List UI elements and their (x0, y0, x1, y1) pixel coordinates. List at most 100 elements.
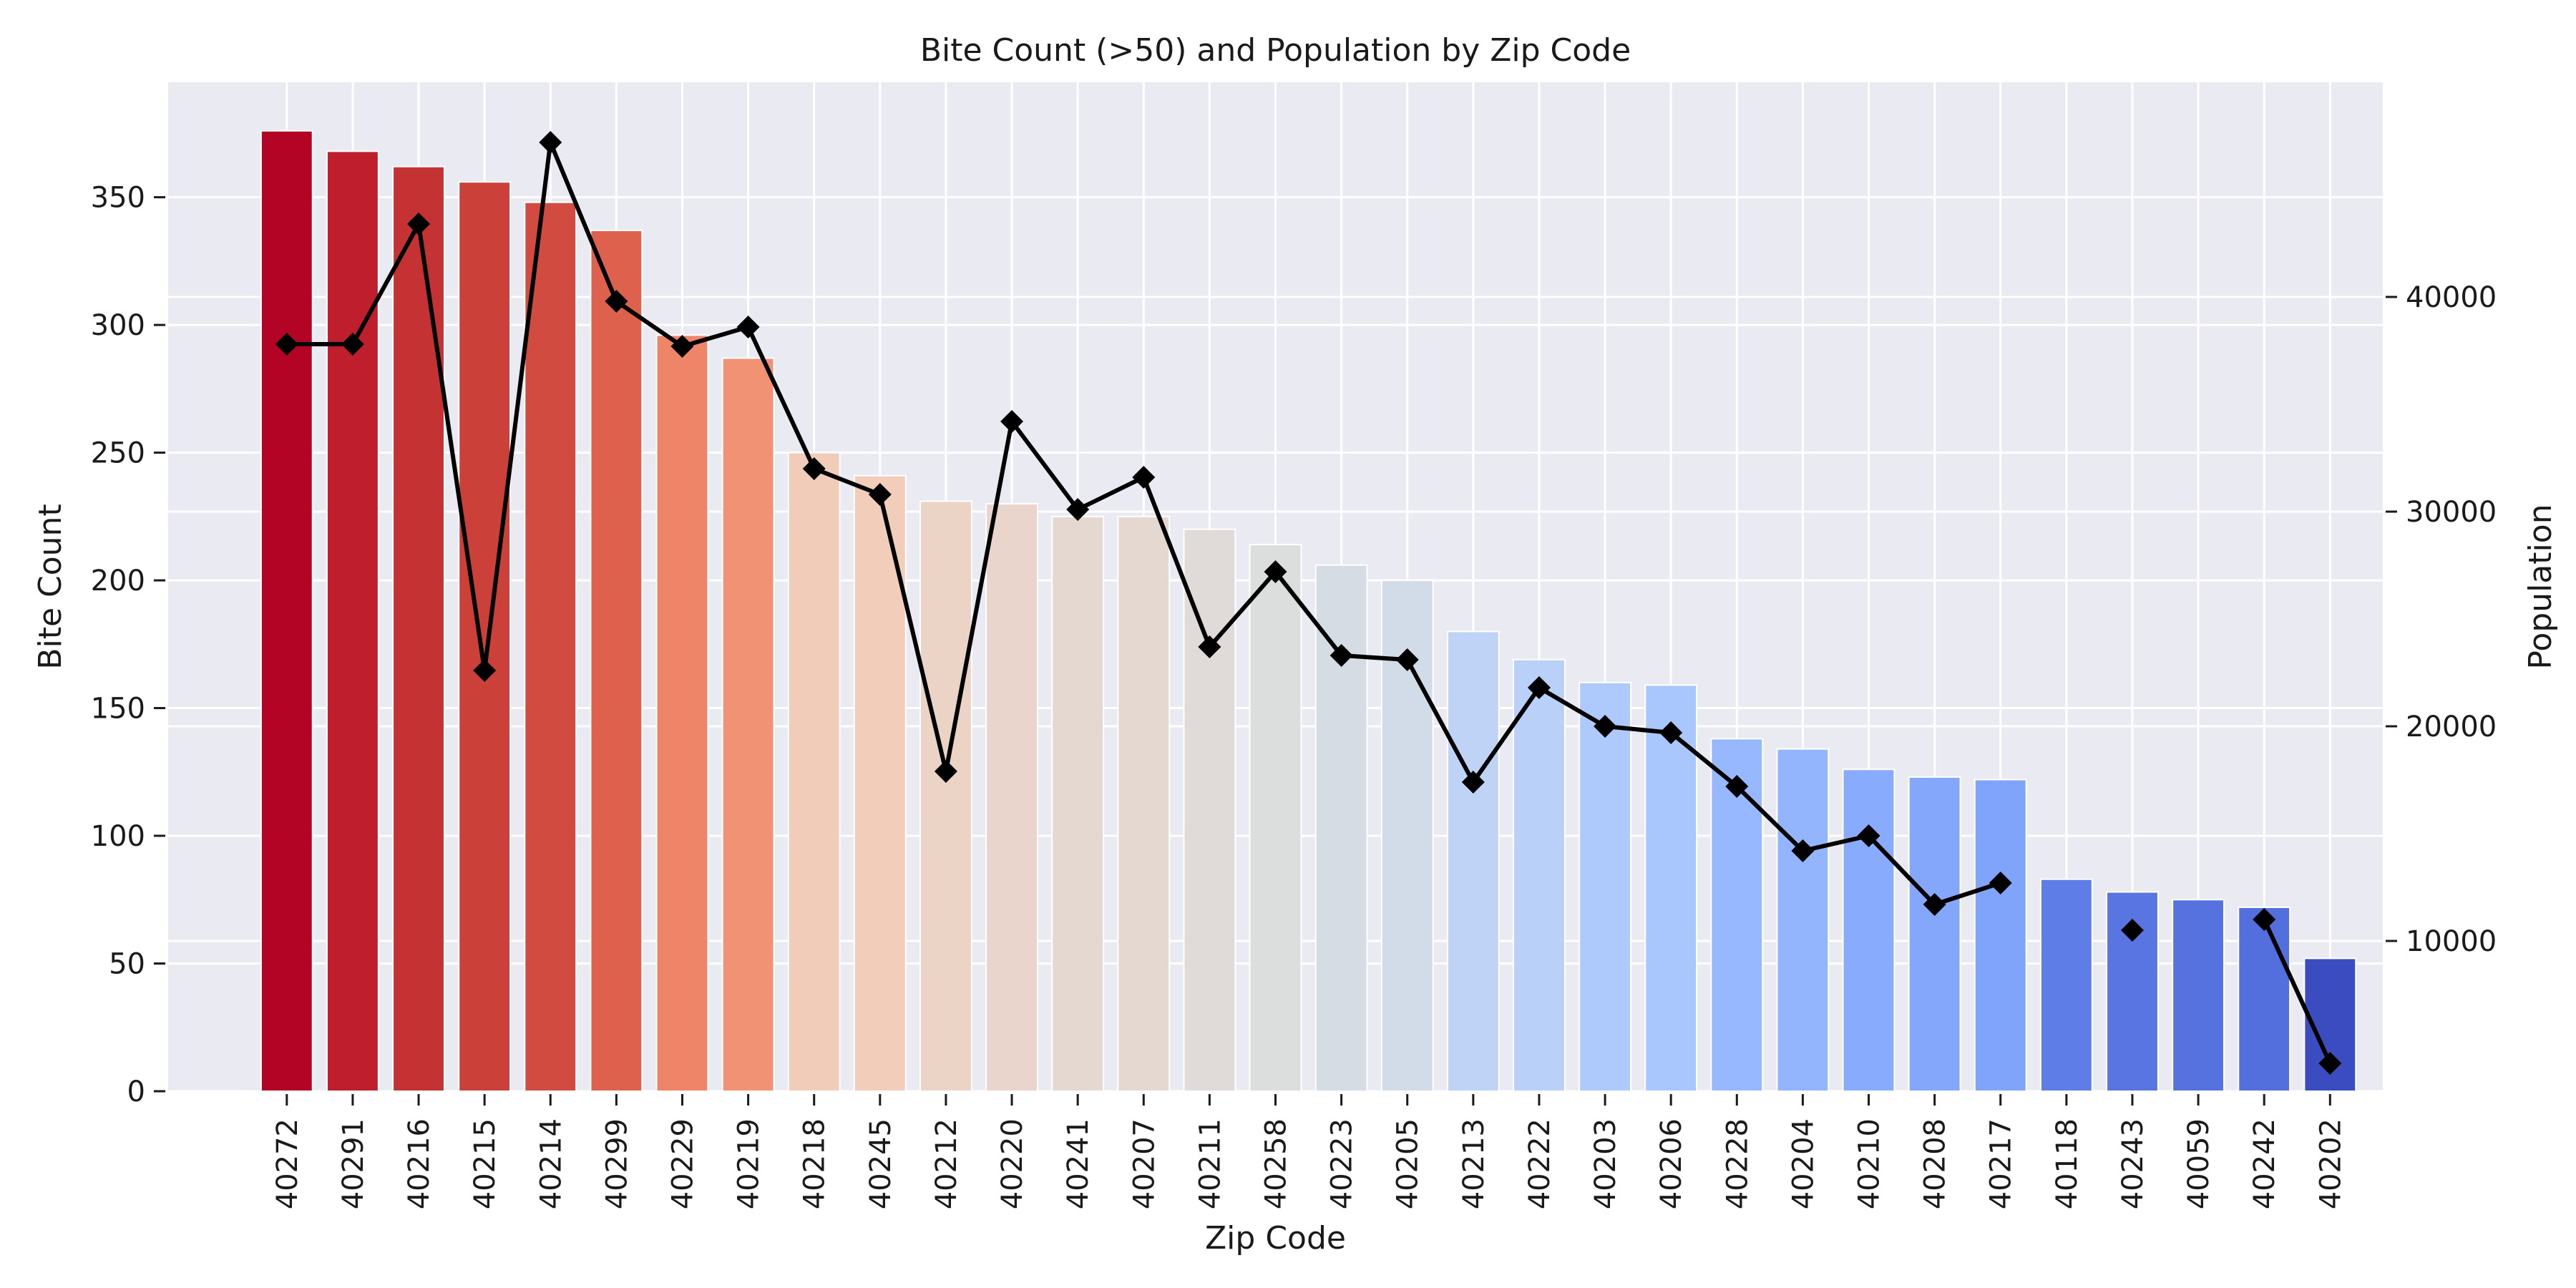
population-marker-40220 (1000, 410, 1024, 433)
bar-40216 (392, 165, 445, 1092)
y2-tick-label-10000: 10000 (2406, 925, 2497, 958)
x-tick-label-40216: 40216 (403, 1118, 436, 1209)
x-tick-label-40220: 40220 (996, 1118, 1029, 1209)
x-tick-label-40207: 40207 (1128, 1118, 1161, 1209)
bar-40214 (524, 201, 577, 1093)
bars (260, 130, 2357, 1093)
bar-40213 (1446, 630, 1500, 1092)
x-tick-label-40202: 40202 (2314, 1118, 2347, 1209)
bar-40207 (1117, 515, 1171, 1092)
x-tick-label-40205: 40205 (1392, 1118, 1425, 1209)
x-tick-label-40223: 40223 (1326, 1118, 1359, 1209)
x-tick-label-40222: 40222 (1523, 1118, 1556, 1209)
population-marker-40219 (736, 316, 760, 338)
population-marker-40258 (1264, 560, 1287, 583)
population-marker-40203 (1594, 715, 1617, 738)
x-tick-label-40228: 40228 (1721, 1118, 1754, 1209)
x-tick-label-40219: 40219 (733, 1118, 766, 1209)
bar-40210 (1842, 769, 1896, 1093)
population-marker-40204 (1791, 839, 1815, 862)
x-tick-label-40245: 40245 (864, 1118, 897, 1209)
y-tick-label-300: 300 (91, 309, 145, 342)
bar-40222 (1513, 658, 1566, 1092)
y-tick-label-150: 150 (91, 693, 145, 726)
y2-tick-label-20000: 20000 (2406, 711, 2497, 743)
y-tick-label-100: 100 (91, 820, 145, 853)
x-tick-label-40243: 40243 (2117, 1118, 2150, 1209)
population-marker-40272 (275, 333, 298, 356)
population-marker-40207 (1132, 466, 1156, 489)
bar-40208 (1908, 776, 1961, 1093)
population-marker-40243 (2120, 919, 2144, 942)
bar-40059 (2172, 899, 2225, 1092)
y-tick-label-50: 50 (109, 948, 145, 981)
population-marker-40215 (473, 659, 497, 682)
x-tick-label-40211: 40211 (1194, 1118, 1226, 1209)
y-tick-label-250: 250 (91, 437, 145, 470)
x-tick-label-40206: 40206 (1655, 1118, 1688, 1209)
population-marker-40212 (934, 760, 957, 783)
population-marker-40202 (2318, 1052, 2342, 1075)
population-marker-40210 (1857, 824, 1880, 847)
bar-40242 (2238, 906, 2291, 1092)
bar-40299 (590, 230, 643, 1092)
bar-40219 (721, 357, 775, 1092)
bar-40272 (260, 130, 313, 1093)
bar-40241 (1051, 515, 1105, 1092)
x-tick-label-40241: 40241 (1062, 1118, 1095, 1209)
population-marker-40217 (1989, 872, 2012, 894)
bar-40223 (1314, 564, 1368, 1092)
bar-40245 (853, 474, 907, 1092)
bar-40291 (326, 150, 379, 1092)
population-marker-40208 (1923, 893, 1946, 916)
population-marker-40211 (1198, 635, 1221, 658)
x-tick-label-40212: 40212 (930, 1118, 963, 1209)
bar-40215 (458, 181, 512, 1092)
y-tick-label-0: 0 (127, 1075, 145, 1108)
bar-40217 (1974, 779, 2027, 1093)
chart-title: Bite Count (>50) and Population by Zip C… (920, 32, 1631, 69)
axes: 0 50 100 150 200 250 300 350 10000 20000 30000 4000… (91, 182, 2497, 1210)
x-tick-label-40204: 40204 (1787, 1118, 1820, 1209)
population-line-series (275, 131, 2342, 1075)
population-marker-40222 (1527, 676, 1551, 699)
bar-40211 (1183, 528, 1236, 1092)
bar-40220 (985, 502, 1038, 1092)
population-marker-40213 (1461, 771, 1485, 794)
bar-40258 (1249, 544, 1302, 1092)
y2-tick-label-40000: 40000 (2406, 281, 2497, 314)
x-tick-label-40214: 40214 (535, 1118, 567, 1209)
y-axis-label-left: Bite Count (32, 504, 69, 669)
bar-40203 (1579, 681, 1631, 1092)
x-tick-label-40258: 40258 (1260, 1118, 1293, 1209)
population-marker-40245 (868, 483, 892, 506)
x-tick-label-40218: 40218 (799, 1118, 831, 1209)
bar-40118 (2039, 878, 2093, 1093)
bar-40204 (1776, 748, 1830, 1092)
x-tick-label-40242: 40242 (2248, 1118, 2281, 1209)
population-marker-40218 (802, 457, 826, 480)
bar-40218 (787, 452, 841, 1092)
population-marker-40206 (1659, 721, 1683, 744)
x-tick-label-40208: 40208 (1919, 1118, 1952, 1209)
y2-tick-label-30000: 30000 (2406, 496, 2497, 529)
population-marker-40223 (1330, 644, 1353, 667)
x-tick-label-40291: 40291 (337, 1118, 370, 1209)
y-tick-label-350: 350 (91, 182, 145, 215)
population-marker-40216 (407, 213, 431, 235)
x-tick-label-40299: 40299 (600, 1118, 633, 1209)
x-tick-label-40272: 40272 (271, 1118, 304, 1209)
population-marker-40241 (1066, 498, 1090, 521)
population-marker-40214 (539, 131, 562, 154)
x-tick-label-40210: 40210 (1853, 1118, 1886, 1209)
population-marker-40291 (341, 333, 364, 356)
y-axis-label-right: Population (2522, 504, 2559, 669)
y-tick-label-200: 200 (91, 565, 145, 597)
population-marker-40205 (1395, 648, 1419, 671)
population-marker-40299 (605, 290, 628, 313)
population-marker-40229 (670, 335, 694, 358)
x-tick-label-40213: 40213 (1458, 1118, 1491, 1209)
x-axis-label: Zip Code (1205, 1220, 1346, 1257)
